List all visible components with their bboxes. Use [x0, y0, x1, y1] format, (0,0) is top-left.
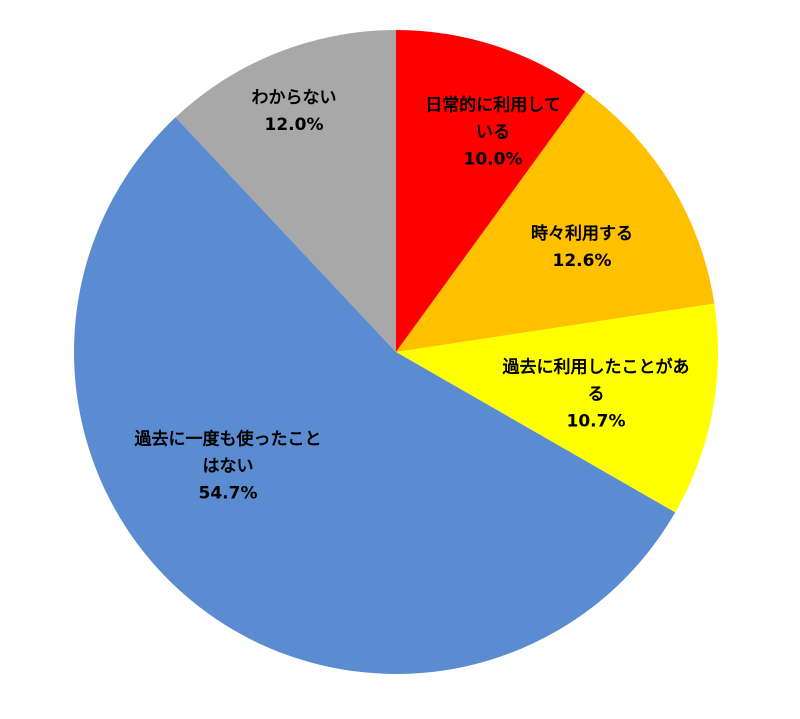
pie-slice-1 [396, 91, 715, 352]
pie-slice-3 [74, 117, 676, 674]
pie-slice-4 [175, 29, 396, 352]
pie-slice-0 [396, 30, 586, 352]
pie-slice-2 [396, 303, 719, 513]
